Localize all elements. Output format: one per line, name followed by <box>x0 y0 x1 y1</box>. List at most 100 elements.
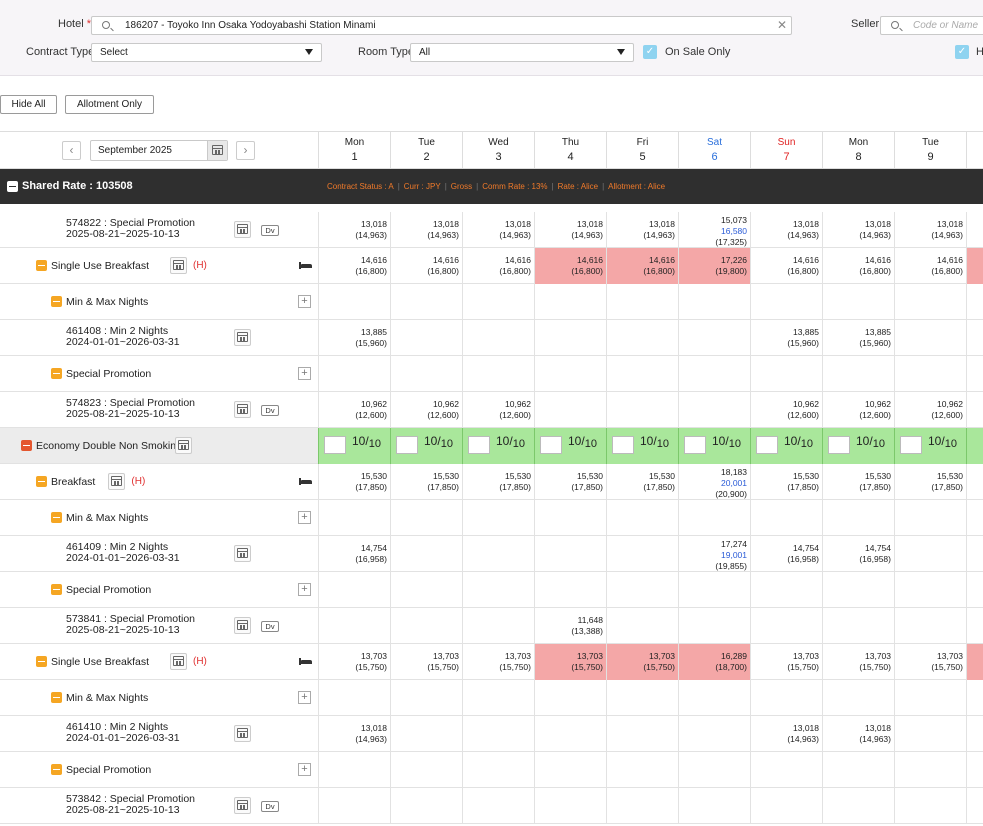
rate-cell[interactable] <box>822 608 894 644</box>
rate-cell[interactable] <box>822 500 894 536</box>
rate-cell[interactable]: 13,018 (14,963) <box>462 212 534 248</box>
rate-cell[interactable]: 13,703 (15,750) <box>462 644 534 680</box>
rate-cell[interactable] <box>966 716 983 752</box>
collapse-icon[interactable] <box>51 692 62 703</box>
rate-cell[interactable]: 14,616 (16,800) <box>606 248 678 284</box>
rate-cell[interactable]: 13,885 (15,960) <box>822 320 894 356</box>
rate-cell[interactable] <box>822 752 894 788</box>
rate-cell[interactable] <box>390 716 462 752</box>
rate-cell[interactable] <box>390 788 462 824</box>
rate-cell[interactable] <box>390 356 462 392</box>
rate-cell[interactable] <box>750 608 822 644</box>
contract-type-select[interactable]: Select <box>91 43 322 62</box>
rate-cell[interactable]: 10/10 <box>318 428 390 464</box>
collapse-icon[interactable] <box>51 296 62 307</box>
rate-cell[interactable] <box>390 284 462 320</box>
rate-cell[interactable] <box>678 392 750 428</box>
rate-cell[interactable] <box>966 788 983 824</box>
rate-cell[interactable] <box>318 680 390 716</box>
rate-cell[interactable] <box>750 572 822 608</box>
rate-cell[interactable] <box>462 752 534 788</box>
rate-cell[interactable]: 10,962 (12,600) <box>822 392 894 428</box>
allotment-input[interactable] <box>900 436 922 454</box>
rate-cell[interactable]: 14,616 (16,800) <box>318 248 390 284</box>
rate-cell[interactable] <box>462 788 534 824</box>
rate-cell[interactable] <box>822 284 894 320</box>
rate-cell[interactable]: 14,754 (16,958) <box>822 536 894 572</box>
rate-cell[interactable]: 13,018 (14,963) <box>750 212 822 248</box>
rate-cell[interactable] <box>966 248 983 284</box>
rate-cell[interactable]: 13,018 (14,963) <box>390 212 462 248</box>
rate-cell[interactable]: 14,616 (16,800) <box>534 248 606 284</box>
calendar-button[interactable] <box>175 437 192 454</box>
allotment-input[interactable] <box>396 436 418 454</box>
rate-cell[interactable]: 15,530 (17,850) <box>606 464 678 500</box>
rate-cell[interactable] <box>822 572 894 608</box>
rate-cell[interactable] <box>606 536 678 572</box>
collapse-icon[interactable] <box>51 512 62 523</box>
calendar-button[interactable] <box>170 653 187 670</box>
calendar-button[interactable] <box>234 545 251 562</box>
rate-cell[interactable]: 13,018 (14,963) <box>894 212 966 248</box>
rate-cell[interactable] <box>894 752 966 788</box>
rate-cell[interactable]: 10/10 <box>822 428 894 464</box>
rate-cell[interactable] <box>966 464 983 500</box>
collapse-icon[interactable] <box>36 656 47 667</box>
rate-cell[interactable]: 10,962 (12,600) <box>462 392 534 428</box>
rate-cell[interactable] <box>678 320 750 356</box>
rate-cell[interactable] <box>606 788 678 824</box>
rate-cell[interactable]: 13,703 (15,750) <box>534 644 606 680</box>
rate-cell[interactable]: 17,226 (19,800) <box>678 248 750 284</box>
rate-cell[interactable] <box>462 356 534 392</box>
rate-cell[interactable] <box>534 680 606 716</box>
rate-cell[interactable] <box>894 788 966 824</box>
rate-cell[interactable]: 14,616 (16,800) <box>750 248 822 284</box>
rate-cell[interactable] <box>966 536 983 572</box>
rate-cell[interactable]: 10/10 <box>390 428 462 464</box>
rate-cell[interactable]: 15,073 16,580 (17,325) <box>678 212 750 248</box>
rate-cell[interactable] <box>462 572 534 608</box>
rate-cell[interactable] <box>678 716 750 752</box>
calendar-button[interactable] <box>207 141 227 160</box>
rate-cell[interactable] <box>318 788 390 824</box>
rate-cell[interactable]: 15,530 (17,850) <box>822 464 894 500</box>
rate-cell[interactable]: 14,616 (16,800) <box>894 248 966 284</box>
room-type-select[interactable]: All <box>410 43 634 62</box>
rate-cell[interactable]: 13,018 (14,963) <box>318 716 390 752</box>
rate-cell[interactable] <box>606 608 678 644</box>
hotel-search-field[interactable]: 186207 - Toyoko Inn Osaka Yodoyabashi St… <box>91 16 792 35</box>
rate-cell[interactable] <box>966 644 983 680</box>
rate-cell[interactable] <box>894 284 966 320</box>
dv-button[interactable]: Dv <box>261 801 279 812</box>
rate-cell[interactable]: 10/10 <box>462 428 534 464</box>
rate-cell[interactable] <box>966 680 983 716</box>
rate-cell[interactable] <box>750 500 822 536</box>
rate-cell[interactable] <box>606 572 678 608</box>
rate-cell[interactable] <box>606 392 678 428</box>
rate-cell[interactable] <box>534 788 606 824</box>
rate-cell[interactable] <box>462 320 534 356</box>
rate-cell[interactable] <box>606 284 678 320</box>
collapse-icon[interactable] <box>21 440 32 451</box>
calendar-button[interactable] <box>234 221 251 238</box>
on-sale-checkbox[interactable]: ✓ <box>643 45 657 59</box>
collapse-icon[interactable] <box>51 584 62 595</box>
rate-cell[interactable]: 15,530 (17,850) <box>462 464 534 500</box>
rate-cell[interactable] <box>966 752 983 788</box>
rate-cell[interactable] <box>390 752 462 788</box>
rate-cell[interactable]: 13,703 (15,750) <box>750 644 822 680</box>
rate-cell[interactable]: 10/10 <box>894 428 966 464</box>
rate-cell[interactable] <box>534 500 606 536</box>
rate-cell[interactable]: 10,962 (12,600) <box>318 392 390 428</box>
month-picker[interactable]: September 2025 <box>90 140 228 161</box>
allotment-input[interactable] <box>684 436 706 454</box>
rate-cell[interactable]: 15,530 (17,850) <box>534 464 606 500</box>
rate-cell[interactable]: 17,274 19,001 (19,855) <box>678 536 750 572</box>
rate-cell[interactable]: 13,018 (14,963) <box>822 716 894 752</box>
allotment-input[interactable] <box>324 436 346 454</box>
rate-cell[interactable]: 10,962 (12,600) <box>390 392 462 428</box>
rate-cell[interactable] <box>678 608 750 644</box>
next-month-button[interactable]: › <box>236 141 255 160</box>
rate-cell[interactable] <box>822 356 894 392</box>
rate-cell[interactable] <box>750 284 822 320</box>
